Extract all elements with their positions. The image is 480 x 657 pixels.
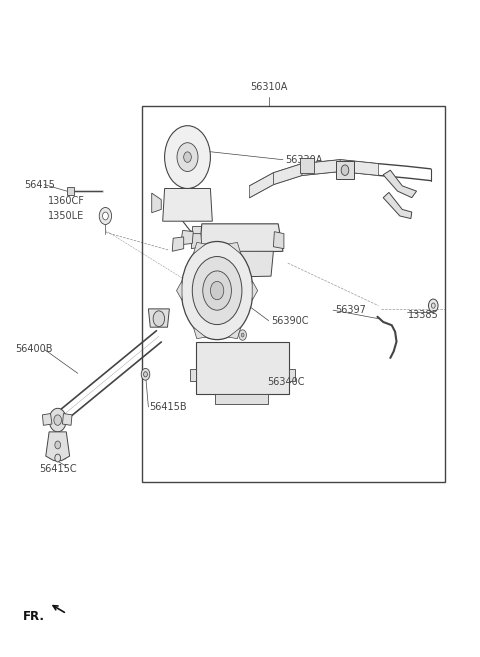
Polygon shape: [336, 161, 354, 179]
Circle shape: [210, 281, 224, 300]
Polygon shape: [228, 327, 241, 339]
Circle shape: [239, 330, 246, 340]
Circle shape: [141, 369, 150, 380]
Circle shape: [181, 242, 253, 340]
Polygon shape: [206, 251, 274, 277]
Polygon shape: [148, 309, 169, 327]
Circle shape: [341, 165, 349, 175]
Polygon shape: [172, 237, 184, 251]
Circle shape: [177, 143, 198, 171]
Polygon shape: [196, 342, 289, 394]
Circle shape: [49, 408, 66, 432]
Polygon shape: [215, 394, 268, 404]
Polygon shape: [252, 281, 258, 300]
Circle shape: [203, 271, 231, 310]
Circle shape: [432, 303, 435, 308]
Circle shape: [192, 256, 242, 325]
Text: 56400B: 56400B: [15, 344, 52, 354]
Circle shape: [241, 333, 244, 337]
Text: FR.: FR.: [23, 610, 45, 623]
Polygon shape: [163, 189, 212, 221]
Text: 1350LE: 1350LE: [48, 211, 84, 221]
Polygon shape: [340, 160, 378, 175]
Polygon shape: [152, 193, 161, 213]
Circle shape: [429, 299, 438, 312]
Bar: [142, 106, 445, 482]
Circle shape: [99, 208, 112, 225]
Text: 13385: 13385: [408, 310, 439, 321]
Polygon shape: [199, 224, 283, 253]
Polygon shape: [383, 193, 412, 219]
Circle shape: [153, 311, 165, 327]
Polygon shape: [42, 413, 52, 425]
Text: 56340C: 56340C: [268, 377, 305, 387]
Circle shape: [54, 415, 61, 425]
Polygon shape: [300, 158, 314, 173]
Text: 56330A: 56330A: [285, 154, 323, 165]
Text: 1360CF: 1360CF: [48, 196, 85, 206]
Text: 56397: 56397: [336, 306, 366, 315]
Polygon shape: [193, 327, 206, 339]
Text: 56390C: 56390C: [271, 315, 309, 326]
Polygon shape: [192, 226, 202, 239]
Polygon shape: [67, 187, 74, 195]
Polygon shape: [274, 164, 302, 185]
Polygon shape: [180, 231, 193, 245]
Polygon shape: [228, 242, 241, 254]
Polygon shape: [289, 369, 295, 381]
Polygon shape: [177, 281, 182, 300]
Polygon shape: [302, 160, 340, 175]
Polygon shape: [274, 232, 284, 249]
Text: 56415: 56415: [24, 179, 55, 190]
Circle shape: [55, 454, 60, 462]
Polygon shape: [383, 170, 417, 198]
Polygon shape: [192, 234, 202, 249]
Text: 56310A: 56310A: [250, 81, 288, 92]
Circle shape: [144, 372, 147, 377]
Polygon shape: [62, 413, 72, 425]
Text: 56415C: 56415C: [39, 464, 77, 474]
Circle shape: [55, 441, 60, 449]
Polygon shape: [193, 242, 206, 254]
Circle shape: [165, 125, 210, 189]
Circle shape: [103, 212, 108, 220]
Circle shape: [184, 152, 192, 162]
Polygon shape: [191, 369, 196, 381]
Text: 56415B: 56415B: [149, 402, 187, 412]
Polygon shape: [46, 432, 70, 461]
Polygon shape: [250, 173, 274, 198]
